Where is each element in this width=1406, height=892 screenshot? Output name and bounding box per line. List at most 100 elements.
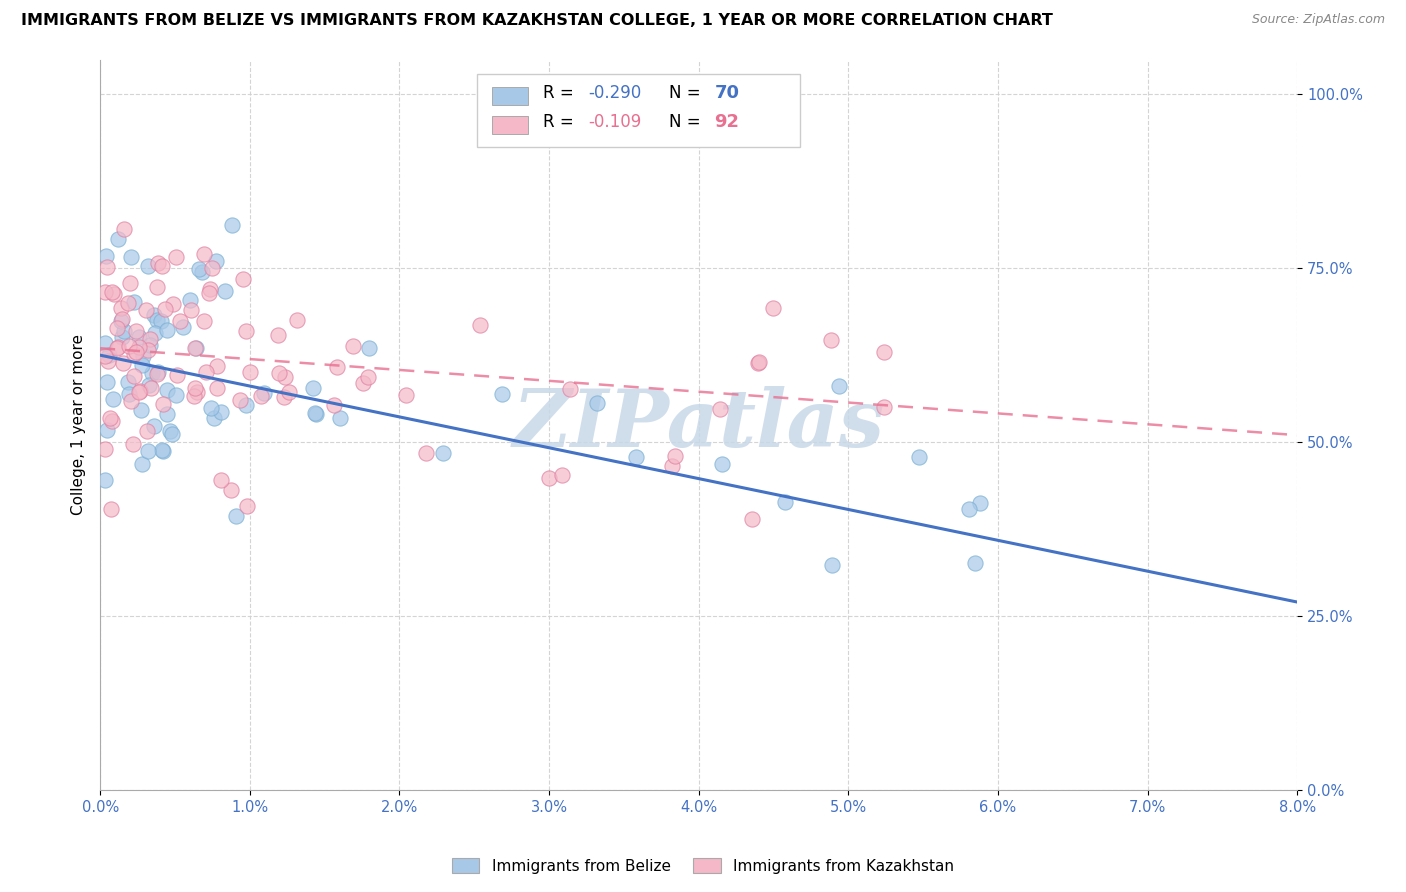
Point (110, 301, 132, 316)
Point (278, 384, 301, 399)
Point (184, 381, 207, 395)
Point (111, 312, 134, 326)
Point (250, 389, 273, 403)
Point (98, 411, 121, 425)
Point (96, 249, 118, 263)
Point (219, 483, 242, 497)
Point (239, 365, 262, 379)
Point (97, 348, 120, 362)
Point (122, 294, 145, 309)
Point (143, 419, 166, 434)
Point (93, 349, 115, 363)
Point (301, 381, 323, 395)
Point (188, 262, 211, 277)
Point (122, 437, 145, 451)
Point (191, 265, 214, 279)
Point (342, 339, 364, 353)
Point (150, 443, 173, 458)
Point (232, 272, 254, 286)
Point (709, 401, 731, 416)
Point (112, 324, 135, 338)
Point (828, 379, 851, 393)
Point (664, 449, 686, 463)
Point (121, 393, 143, 408)
Point (101, 392, 124, 406)
Point (146, 280, 169, 294)
Point (153, 302, 176, 317)
Point (273, 370, 295, 384)
Point (124, 324, 146, 338)
Point (152, 444, 174, 458)
Text: 92: 92 (714, 113, 740, 131)
Point (120, 250, 142, 264)
Point (267, 366, 290, 380)
Point (128, 384, 150, 399)
Point (138, 343, 160, 358)
Point (118, 339, 141, 353)
Point (395, 387, 418, 401)
FancyBboxPatch shape (492, 87, 527, 105)
Point (195, 365, 218, 379)
Point (204, 253, 226, 268)
Point (145, 313, 167, 327)
Point (166, 387, 188, 401)
Point (820, 333, 842, 347)
Point (128, 340, 150, 354)
Point (101, 414, 124, 428)
Point (352, 376, 374, 390)
Point (432, 445, 454, 459)
Point (141, 366, 163, 380)
Point (166, 368, 188, 382)
Point (201, 260, 224, 275)
FancyBboxPatch shape (477, 74, 800, 147)
Point (560, 382, 582, 396)
Point (96, 423, 118, 437)
Point (136, 259, 159, 273)
Point (111, 356, 134, 370)
Point (538, 471, 561, 485)
Point (139, 381, 162, 395)
Point (741, 511, 763, 525)
Point (93, 285, 115, 300)
Point (748, 355, 770, 369)
Point (205, 380, 228, 394)
Point (112, 222, 135, 236)
Point (117, 375, 139, 389)
Point (747, 356, 769, 370)
Point (129, 403, 152, 417)
Point (326, 359, 349, 374)
Point (267, 327, 290, 342)
Text: ZIPatlas: ZIPatlas (513, 386, 884, 464)
Point (200, 401, 222, 415)
Point (93, 442, 115, 456)
Point (209, 473, 232, 487)
Point (235, 324, 257, 338)
Legend: Immigrants from Belize, Immigrants from Kazakhstan: Immigrants from Belize, Immigrants from … (446, 852, 960, 880)
Point (186, 384, 208, 399)
Point (162, 296, 184, 310)
Point (96, 260, 118, 275)
Point (111, 329, 134, 343)
Point (156, 383, 179, 397)
Point (821, 558, 844, 572)
Point (136, 443, 159, 458)
Point (198, 286, 221, 301)
Point (225, 508, 247, 523)
Point (179, 293, 201, 308)
Point (93, 473, 115, 487)
Point (160, 427, 183, 442)
Text: -0.109: -0.109 (589, 113, 641, 131)
Point (214, 284, 236, 298)
Point (159, 425, 181, 439)
Point (285, 313, 308, 327)
Point (491, 386, 513, 401)
Point (138, 378, 160, 392)
Point (110, 314, 132, 328)
Point (305, 408, 328, 422)
Point (304, 406, 326, 420)
Point (359, 342, 381, 356)
Point (252, 385, 274, 400)
Point (128, 330, 150, 344)
Point (100, 285, 122, 300)
Point (221, 218, 243, 232)
